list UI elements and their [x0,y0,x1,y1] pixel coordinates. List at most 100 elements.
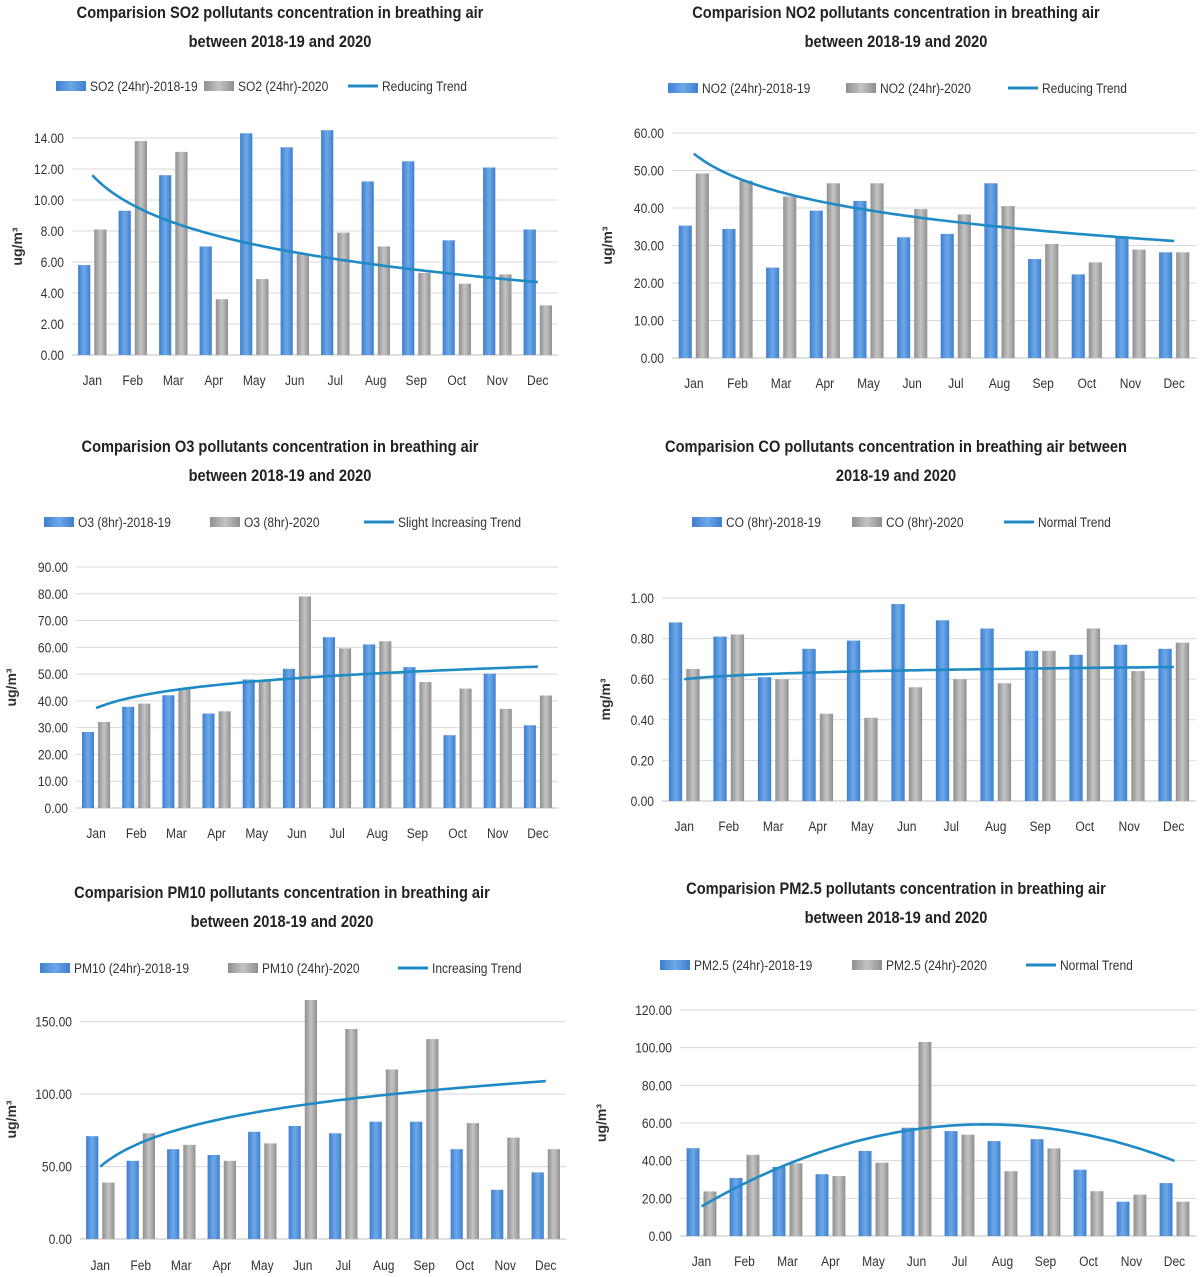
y-tick-label: 4.00 [41,285,64,301]
bar-2018-19-mar [772,1166,786,1236]
x-tick-label: Dec [1163,818,1185,834]
x-tick-label: Feb [122,372,143,388]
legend-swatch-2020 [852,517,882,527]
x-tick-label: Nov [487,372,509,388]
bar-2020-mar [183,1144,196,1239]
y-tick-label: 40.00 [634,200,664,216]
legend-swatch-2020 [210,517,240,527]
x-tick-label: Jun [897,818,916,834]
bar-2018-19-jan [82,732,94,808]
bar-2018-19-oct [1069,654,1083,801]
bar-2020-apr [223,1160,236,1239]
bar-2018-19-dec [523,725,536,808]
legend-label: PM10 (24hr)-2018-19 [74,960,189,976]
x-tick-label: Jan [83,372,102,388]
bar-2018-19-jun [891,604,905,801]
bar-2018-19-mar [167,1149,180,1239]
bar-2018-19-oct [1071,274,1085,358]
y-tick-label: 2.00 [41,316,64,332]
bar-2018-19-apr [815,1174,829,1236]
legend-label: CO (8hr)-2020 [886,514,964,530]
bar-2018-19-feb [118,210,131,355]
x-tick-label: Jan [86,825,105,841]
x-tick-label: Aug [373,1257,394,1273]
bar-2018-19-jul [944,1131,958,1236]
x-tick-label: Aug [985,818,1006,834]
legend-label: PM10 (24hr)-2020 [262,960,360,976]
bar-2018-19-aug [363,644,376,808]
bar-2018-19-jun [282,668,295,808]
chart-so2: Comparision SO2 pollutants concentration… [9,4,558,388]
y-tick-label: 10.00 [34,192,64,208]
y-axis-label: ug/m³ [9,227,25,265]
trend-line-no2 [693,152,1175,243]
x-tick-label: Mar [777,1253,798,1269]
y-tick-label: 100.00 [635,1040,672,1056]
bar-2020-may [256,279,269,355]
x-tick-label: Feb [126,825,147,841]
bar-2018-19-jun [897,237,911,359]
y-tick-label: 80.00 [642,1077,672,1093]
y-tick-label: 0.00 [631,793,654,809]
bar-2018-19-mar [159,175,172,355]
legend-swatch-2018-19 [56,81,86,91]
bar-2020-jun [918,1042,932,1236]
y-tick-label: 0.60 [631,671,654,687]
legend-swatch-2018-19 [40,963,70,973]
y-tick-label: 0.40 [631,712,654,728]
bar-2020-oct [1088,262,1102,358]
legend-swatch-2020 [228,963,258,973]
legend-swatch-2018-19 [692,517,722,527]
y-axis-label: mg/m³ [597,678,613,720]
bar-2020-jun [296,254,309,356]
bar-2020-may [864,717,878,801]
trend-line-pm10 [99,1079,546,1168]
chart-title-line: Comparision NO2 pollutants concentration… [692,4,1100,22]
bar-2018-19-aug [980,628,994,801]
x-tick-label: Jul [329,825,344,841]
y-tick-label: 120.00 [635,1002,672,1018]
bar-2018-19-sep [1028,259,1042,358]
bar-2020-feb [739,180,753,358]
trend-line-pm25 [700,1123,1175,1208]
y-tick-label: 60.00 [642,1115,672,1131]
y-tick-label: 10.00 [38,773,68,789]
y-axis-label: ug/m³ [599,226,615,264]
bar-2020-aug [1001,206,1015,358]
bar-2018-19-aug [987,1141,1001,1236]
x-tick-label: Jan [675,818,694,834]
bar-2020-jun [304,1000,317,1239]
bar-2018-19-dec [1159,1183,1173,1236]
bar-2018-19-dec [523,229,536,355]
legend-label: NO2 (24hr)-2020 [880,80,971,96]
bar-2018-19-jan [86,1136,99,1239]
bar-2020-apr [218,711,231,808]
y-tick-label: 30.00 [38,720,68,736]
x-tick-label: Sep [406,372,427,388]
bar-2018-19-oct [442,240,455,355]
x-tick-label: Dec [535,1257,557,1273]
bar-2020-nov [507,1137,520,1239]
bar-2018-19-apr [802,648,816,802]
legend-label: Reducing Trend [1042,80,1127,96]
legend-swatch-2018-19 [668,83,698,93]
x-tick-label: Jul [328,372,343,388]
y-tick-label: 80.00 [38,586,68,602]
x-tick-label: Apr [212,1257,231,1273]
bar-2020-jan [94,229,107,355]
x-tick-label: Apr [815,375,834,391]
y-tick-label: 150.00 [35,1014,72,1030]
bar-2018-19-jan [78,265,91,355]
bar-2020-jan [695,173,709,358]
bar-2018-19-dec [531,1172,544,1239]
x-tick-label: Sep [414,1257,435,1273]
bar-2020-dec [547,1149,560,1239]
bar-2020-aug [1004,1171,1018,1236]
bar-2018-19-oct [443,735,456,808]
legend-label: Reducing Trend [382,78,467,94]
bar-2020-mar [783,196,797,358]
x-tick-label: Oct [1079,1253,1098,1269]
bar-2018-19-nov [483,673,496,808]
bar-2018-19-apr [202,713,215,808]
x-tick-label: Nov [495,1257,517,1273]
